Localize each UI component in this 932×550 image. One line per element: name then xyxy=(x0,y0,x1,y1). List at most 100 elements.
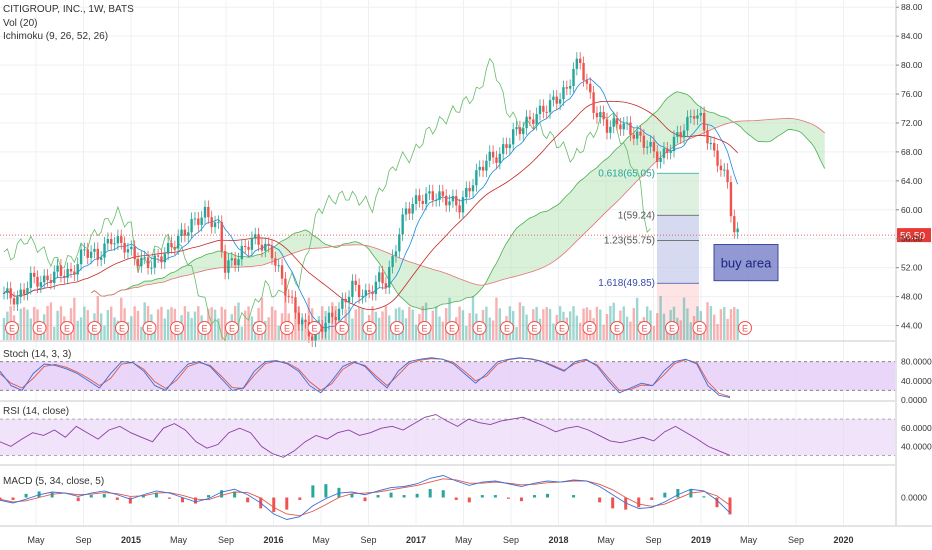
fib-level-label: 1(59.24) xyxy=(618,210,655,221)
x-tick-label: 2020 xyxy=(833,535,853,545)
earnings-marker xyxy=(60,321,74,335)
volume-bar xyxy=(491,320,495,340)
volume-bar xyxy=(706,302,709,340)
candle-body xyxy=(347,296,351,303)
volume-bar xyxy=(197,306,200,340)
volume-bar xyxy=(525,314,528,340)
volume-bar xyxy=(267,317,270,340)
x-tick-label: Sep xyxy=(360,535,376,545)
candle-body xyxy=(451,196,455,202)
volume-bar xyxy=(599,309,602,340)
volume-bar xyxy=(96,296,99,340)
earnings-marker-label: E xyxy=(531,324,537,334)
volume-bar xyxy=(552,323,555,340)
x-tick-label: May xyxy=(455,535,473,545)
candle-body xyxy=(39,282,43,287)
macd-histogram-bar xyxy=(415,493,419,498)
volume-bar xyxy=(736,308,739,340)
earnings-marker-label: E xyxy=(284,324,290,334)
fib-level-label: 0.618(65.05) xyxy=(598,168,655,179)
candle-body xyxy=(518,127,522,135)
volume-bar xyxy=(166,309,170,340)
x-tick-label: 2018 xyxy=(548,535,568,545)
candle-body xyxy=(207,206,210,218)
candle-body xyxy=(378,272,381,282)
earnings-marker-label: E xyxy=(119,324,125,334)
volume-bar xyxy=(686,308,689,340)
legend-ichimoku: Ichimoku (9, 26, 52, 26) xyxy=(3,31,109,42)
earnings-marker xyxy=(170,321,184,335)
candle-body xyxy=(461,197,465,213)
earnings-marker xyxy=(252,321,267,335)
y-tick-label: 48.00 xyxy=(901,292,923,302)
earnings-marker xyxy=(417,321,432,335)
candle-body xyxy=(244,245,247,247)
volume-bar xyxy=(461,310,465,340)
macd-histogram-bar xyxy=(311,485,315,498)
macd-histogram-bar xyxy=(519,497,523,502)
macd-histogram-bar xyxy=(611,497,615,509)
macd-histogram-bar xyxy=(167,497,171,499)
candle-body xyxy=(411,204,414,214)
candle-body xyxy=(351,280,354,297)
candle-body xyxy=(455,196,458,206)
macd-histogram-bar xyxy=(102,493,106,498)
x-tick-label: May xyxy=(312,535,330,545)
earnings-marker xyxy=(87,321,102,335)
volume-bar xyxy=(76,320,79,340)
candle-body xyxy=(240,245,244,260)
candle-body xyxy=(374,281,378,295)
candle-body xyxy=(187,232,190,236)
earnings-marker xyxy=(738,321,752,335)
candle-body xyxy=(103,243,106,258)
volume-bar xyxy=(113,317,116,340)
volume-bar xyxy=(411,309,414,340)
earnings-marker xyxy=(637,321,652,335)
macd-histogram-bar xyxy=(480,495,484,498)
volume-bar xyxy=(733,307,736,340)
earnings-marker-label: E xyxy=(366,324,372,334)
earnings-marker-label: E xyxy=(476,324,482,334)
candle-body xyxy=(515,127,518,130)
candle-body xyxy=(602,112,605,120)
volume-bar xyxy=(53,326,56,340)
volume-bar xyxy=(347,306,351,340)
macd-histogram-bar xyxy=(506,497,510,499)
stoch-tick-label: 80.0000 xyxy=(901,357,932,367)
volume-bar xyxy=(103,325,106,340)
x-tick-label: Sep xyxy=(645,535,661,545)
volume-bar xyxy=(29,318,32,340)
candle-body xyxy=(177,235,180,249)
volume-bar xyxy=(458,306,461,340)
earnings-marker xyxy=(362,321,377,335)
candle-body xyxy=(679,132,682,138)
stoch-title: Stoch (14, 3, 3) xyxy=(3,349,72,360)
candle-body xyxy=(230,258,233,261)
volume-bar xyxy=(136,310,140,340)
volume-bar xyxy=(56,310,59,340)
macd-histogram-bar xyxy=(220,490,224,498)
volume-bar xyxy=(143,302,146,340)
volume-bar xyxy=(79,317,83,340)
y-tick-label: 76.00 xyxy=(901,89,923,99)
legend-volume: Vol (20) xyxy=(3,18,38,29)
candle-body xyxy=(538,105,542,115)
candle-body xyxy=(203,206,207,218)
earnings-marker-label: E xyxy=(311,324,317,334)
candle-body xyxy=(99,257,103,260)
volume-bar xyxy=(713,314,716,340)
y-tick-label: 88.00 xyxy=(901,2,923,12)
earnings-marker-label: E xyxy=(742,324,748,334)
candle-body xyxy=(66,268,69,278)
volume-bar xyxy=(468,313,471,340)
candle-body xyxy=(156,255,160,257)
volume-bar xyxy=(190,317,193,340)
candle-body xyxy=(552,96,555,101)
rsi-tick-label: 40.0000 xyxy=(901,441,932,451)
candle-body xyxy=(662,148,666,158)
last-price-label: 56.50 xyxy=(900,231,925,242)
volume-bar xyxy=(709,306,713,340)
candle-body xyxy=(160,256,163,263)
earnings-marker-label: E xyxy=(91,324,97,334)
